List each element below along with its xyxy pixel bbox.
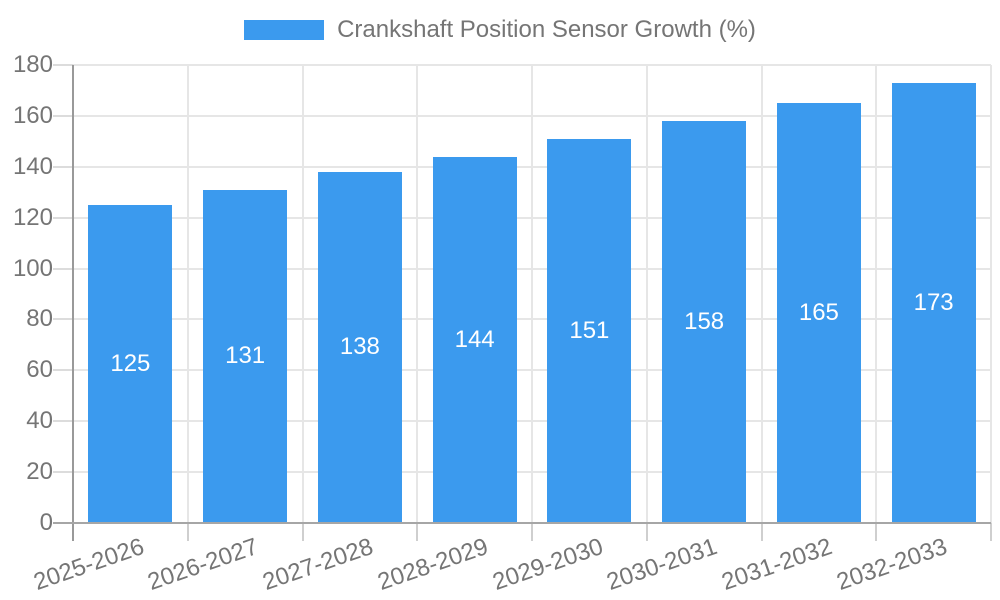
x-axis-tick-label: 2025-2026 xyxy=(29,533,148,596)
y-axis-tick-label: 80 xyxy=(26,305,53,333)
x-axis-line xyxy=(53,522,991,524)
x-axis-tick-label: 2027-2028 xyxy=(259,533,377,596)
x-axis-tick xyxy=(645,523,648,541)
bar[interactable]: 151 xyxy=(547,138,632,523)
y-axis-tick-label: 20 xyxy=(26,458,53,486)
bar-value-label: 125 xyxy=(110,349,151,377)
y-axis-tick xyxy=(53,64,73,66)
gridline xyxy=(760,65,763,523)
legend-item[interactable]: Crankshaft Position Sensor Growth (%) xyxy=(244,16,756,44)
y-axis-tick-label: 0 xyxy=(39,509,53,536)
gridline xyxy=(301,65,304,523)
x-axis-tick-label: 2029-2030 xyxy=(488,533,607,596)
bar-value-label: 138 xyxy=(339,333,380,361)
x-axis-tick-label: 2026-2027 xyxy=(144,533,262,596)
x-axis-tick-label: 2032-2033 xyxy=(833,533,951,596)
y-axis-tick-label: 140 xyxy=(12,152,53,180)
gridline xyxy=(990,65,992,523)
legend: Crankshaft Position Sensor Growth (%) xyxy=(0,16,1000,44)
x-axis-tick xyxy=(875,523,878,541)
gridline xyxy=(875,65,878,523)
y-axis-tick xyxy=(53,114,73,117)
bar-value-label: 173 xyxy=(913,288,954,316)
gridline xyxy=(416,65,419,523)
legend-swatch xyxy=(244,20,325,40)
legend-label: Crankshaft Position Sensor Growth (%) xyxy=(337,16,756,43)
bar[interactable]: 173 xyxy=(891,82,976,523)
y-axis-tick xyxy=(53,165,73,168)
bar-value-label: 165 xyxy=(798,299,839,327)
y-axis-tick-label: 180 xyxy=(12,51,53,78)
y-axis-tick-label: 60 xyxy=(26,356,53,384)
y-axis-tick-label: 160 xyxy=(12,101,53,129)
gridline xyxy=(531,65,533,523)
x-axis-tick xyxy=(416,523,419,541)
y-axis-tick xyxy=(53,267,73,270)
gridline xyxy=(645,65,648,523)
bar[interactable]: 158 xyxy=(662,120,747,523)
bar-value-label: 131 xyxy=(225,342,266,370)
y-axis-tick xyxy=(53,420,73,423)
x-axis-tick-label: 2030-2031 xyxy=(603,533,721,596)
y-axis-tick xyxy=(53,369,73,372)
x-axis-tick xyxy=(990,523,992,541)
x-axis-tick xyxy=(760,523,763,541)
x-axis-tick-label: 2031-2032 xyxy=(718,533,836,596)
bar-value-label: 144 xyxy=(454,325,495,353)
x-axis-tick xyxy=(301,523,304,541)
y-axis-tick-label: 40 xyxy=(26,407,53,435)
bar-value-label: 158 xyxy=(684,307,725,335)
x-axis-tick-label: 2028-2029 xyxy=(374,533,492,596)
y-axis-tick xyxy=(53,471,73,474)
y-axis-line xyxy=(72,65,74,541)
y-axis-tick-label: 120 xyxy=(12,203,53,231)
y-axis-tick xyxy=(53,318,73,321)
bar[interactable]: 125 xyxy=(88,204,173,523)
plot-area: 125 131 138 144 151 158 165 173 xyxy=(73,64,992,523)
bar-value-label: 151 xyxy=(569,316,610,344)
x-axis-tick xyxy=(531,523,533,541)
y-axis-tick xyxy=(53,216,73,219)
gridline xyxy=(186,65,189,523)
bar[interactable]: 144 xyxy=(432,156,517,523)
y-axis-tick-label: 100 xyxy=(12,254,53,282)
bar[interactable]: 131 xyxy=(203,189,288,523)
bar[interactable]: 165 xyxy=(776,103,861,523)
bar[interactable]: 138 xyxy=(317,171,402,523)
x-axis-tick xyxy=(186,523,189,541)
